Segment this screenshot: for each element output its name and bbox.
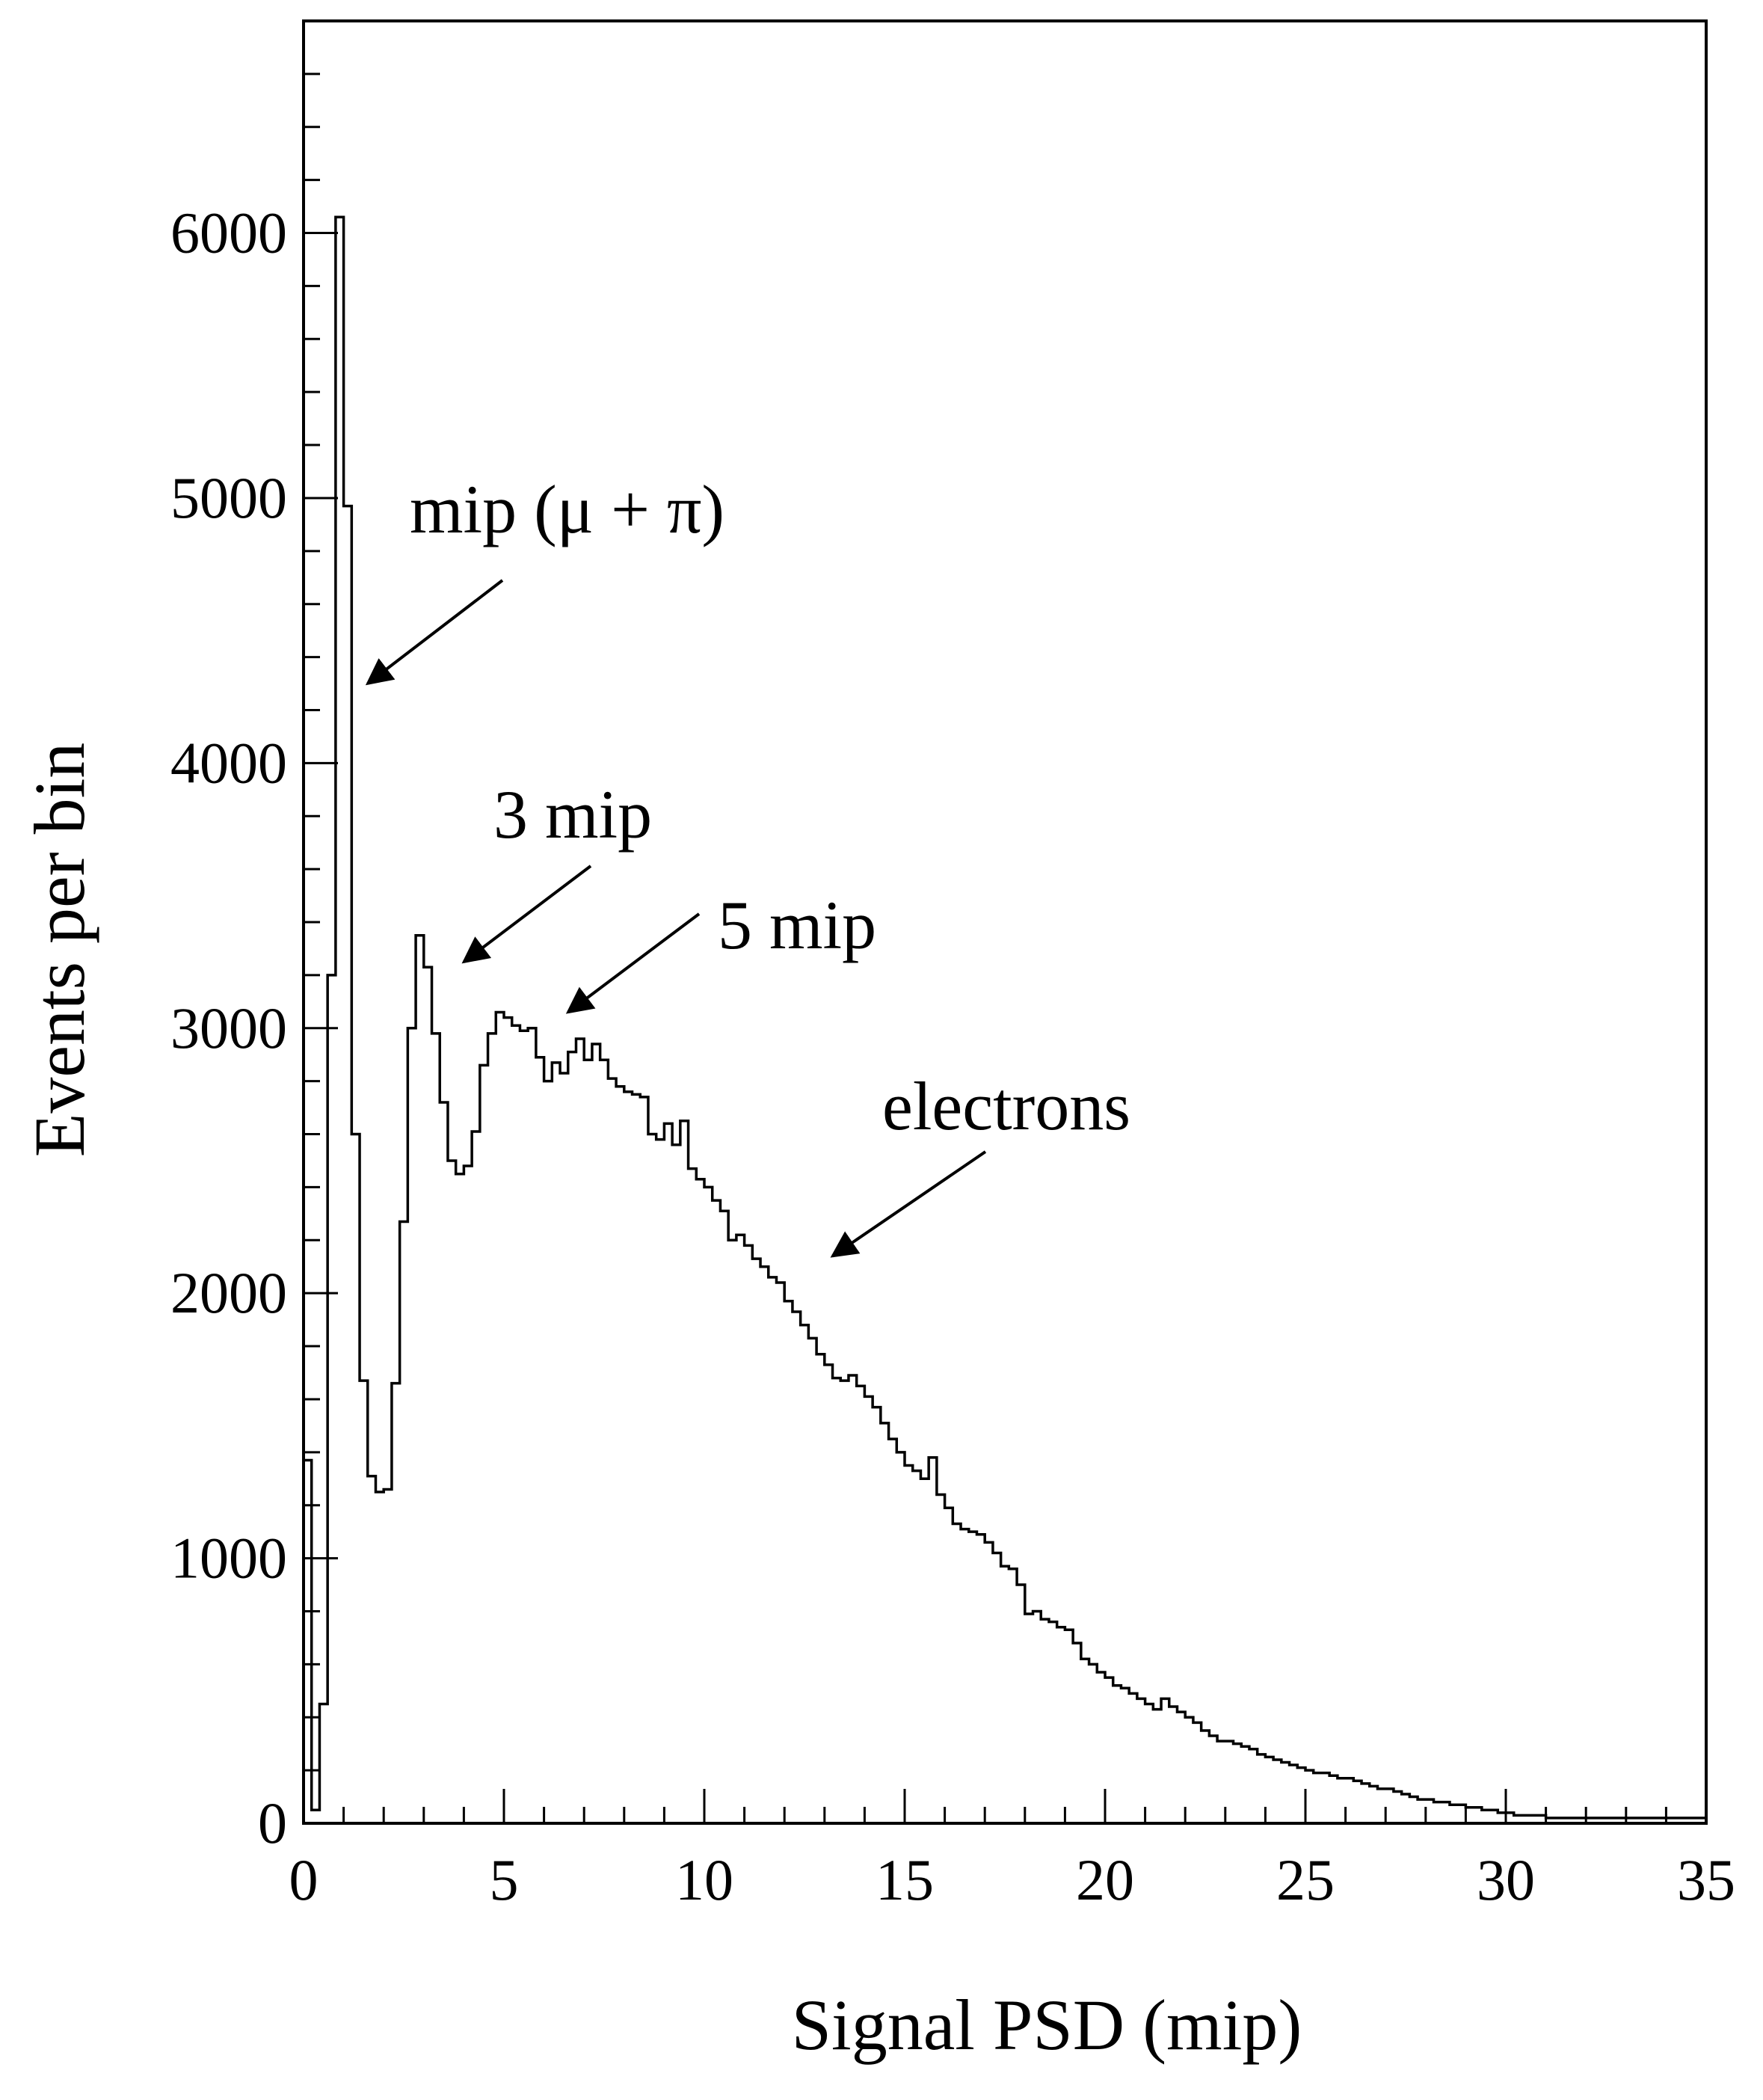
x-tick-label: 15: [876, 1847, 934, 1912]
y-tick-label: 4000: [170, 730, 287, 795]
plot-frame: [302, 19, 1708, 1825]
x-tick-label: 5: [490, 1847, 519, 1912]
y-tick-label: 5000: [170, 465, 287, 530]
x-tick-label: 35: [1677, 1847, 1735, 1912]
y-tick-label: 3000: [170, 995, 287, 1060]
x-tick-label: 0: [289, 1847, 319, 1912]
annotation-electrons-arrow: [830, 1150, 987, 1258]
y-tick-label: 0: [258, 1790, 287, 1855]
annotation-mip-arrow: [365, 579, 504, 686]
y-major-ticks: 0 1000 2000 3000 4000 5000 6000: [170, 200, 338, 1855]
x-tick-label: 10: [675, 1847, 733, 1912]
x-minor-ticks: [342, 1807, 1667, 1823]
y-axis-title: Events per bin: [19, 743, 99, 1158]
annotation-3mip: 3 mip: [493, 776, 652, 853]
x-major-ticks: 0 5 10 15 20 25 30 35: [289, 1789, 1735, 1912]
x-axis-title: Signal PSD (mip): [792, 1985, 1302, 2065]
annotation-5mip-arrow: [565, 912, 701, 1014]
y-tick-label: 2000: [170, 1260, 287, 1325]
annotations: mip (μ + π) 3 mip 5 mip electrons: [365, 471, 1130, 1258]
annotation-5mip: 5 mip: [718, 887, 876, 963]
x-tick-label: 25: [1276, 1847, 1335, 1912]
y-tick-label: 6000: [170, 200, 287, 265]
annotation-electrons: electrons: [882, 1068, 1130, 1144]
x-tick-label: 20: [1076, 1847, 1134, 1912]
y-tick-label: 1000: [170, 1526, 287, 1591]
histogram-series-line: [302, 215, 1706, 1823]
annotation-mip: mip (μ + π): [410, 471, 724, 547]
annotation-3mip-arrow: [461, 865, 592, 964]
x-tick-label: 30: [1477, 1847, 1535, 1912]
